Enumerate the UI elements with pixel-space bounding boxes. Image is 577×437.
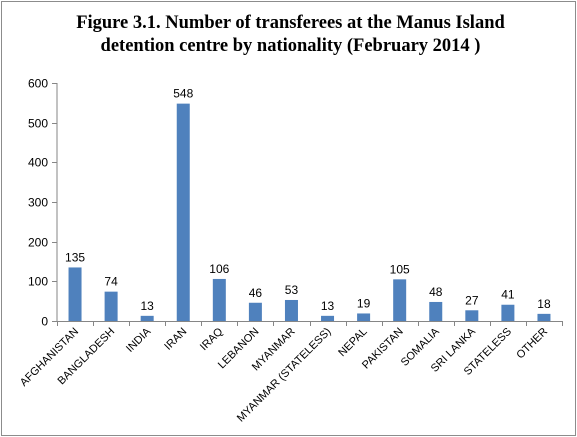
bar xyxy=(68,267,82,321)
bar-data-label: 27 xyxy=(465,293,479,307)
bar xyxy=(248,302,262,321)
bar xyxy=(140,315,154,321)
bar xyxy=(176,103,190,321)
y-tick-label: 600 xyxy=(28,77,48,91)
bar-data-label: 13 xyxy=(321,299,335,313)
bar-data-label: 53 xyxy=(285,283,299,297)
bar-data-label: 19 xyxy=(357,296,371,310)
x-category-label: IRAQ xyxy=(198,325,226,353)
x-category-label: NEPAL xyxy=(336,326,369,359)
bar xyxy=(104,291,118,321)
y-tick-label: 100 xyxy=(28,275,48,289)
bar-data-label: 18 xyxy=(537,297,551,311)
bar-data-label: 74 xyxy=(104,275,118,289)
y-tick-label: 500 xyxy=(28,117,48,131)
bar-data-label: 41 xyxy=(501,288,515,302)
bar-data-label: 46 xyxy=(249,286,263,300)
bar xyxy=(284,299,298,321)
y-tick-label: 0 xyxy=(41,315,48,329)
y-tick-label: 400 xyxy=(28,156,48,170)
bar-data-label: 135 xyxy=(65,250,85,264)
y-tick-label: 200 xyxy=(28,236,48,250)
x-category-label: INDIA xyxy=(124,325,154,355)
bar xyxy=(321,315,335,321)
bar xyxy=(393,279,407,321)
chart-title: Figure 3.1. Number of transferees at the… xyxy=(2,12,577,58)
bar xyxy=(429,301,443,321)
y-tick-label: 300 xyxy=(28,196,48,210)
bar-data-label: 106 xyxy=(209,262,229,276)
chart-title-line-1: Figure 3.1. Number of transferees at the… xyxy=(76,13,505,33)
bar xyxy=(357,313,371,321)
x-category-label: OTHER xyxy=(514,326,550,362)
bar xyxy=(537,313,551,321)
bar-data-label: 48 xyxy=(429,285,443,299)
chart-title-line-2: detention centre by nationality (Februar… xyxy=(100,36,481,56)
bar-data-label: 13 xyxy=(140,299,154,313)
bar-data-label: 105 xyxy=(390,262,410,276)
bar xyxy=(212,278,226,321)
x-category-label: IRAN xyxy=(162,326,189,353)
bar xyxy=(501,304,515,321)
bar xyxy=(465,310,479,321)
bar-data-label: 548 xyxy=(173,87,193,101)
